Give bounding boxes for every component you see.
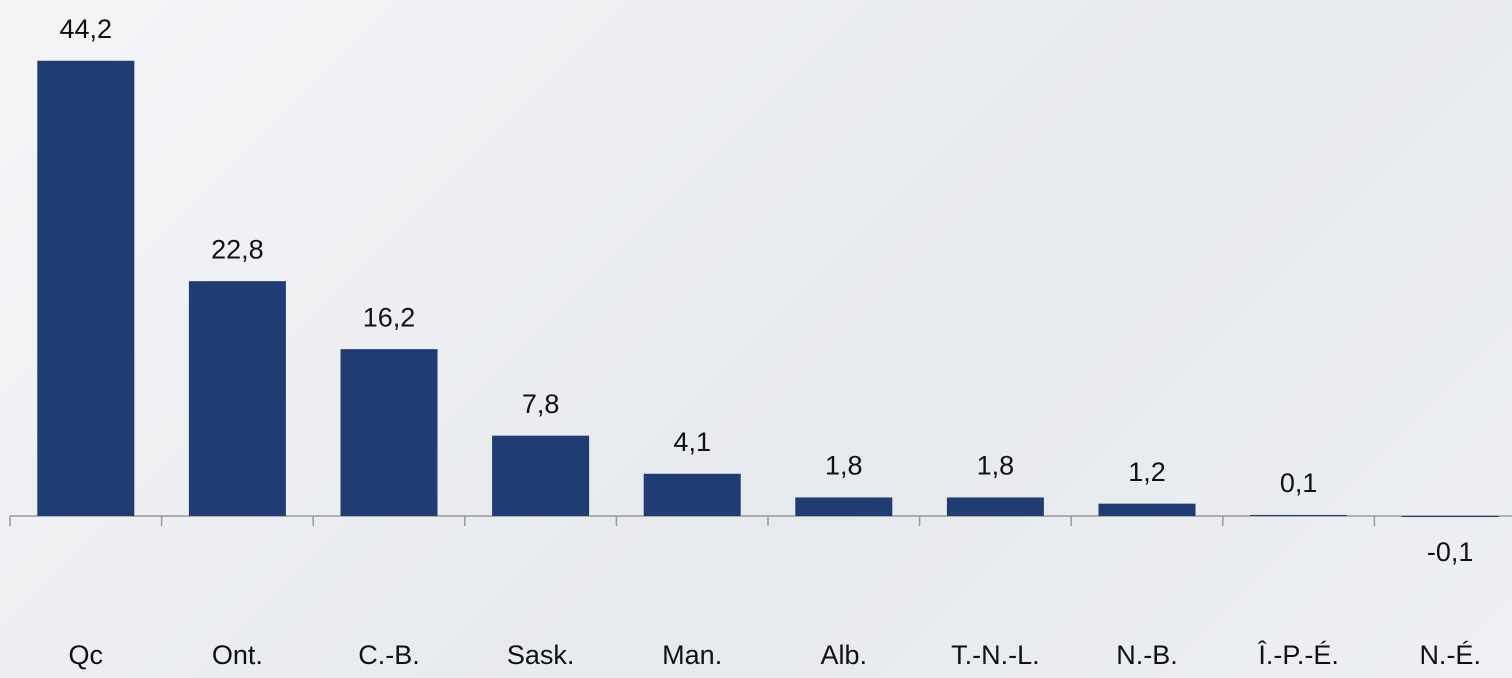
x-tick-label: T.-N.-L. [951, 640, 1040, 670]
data-label: 1,8 [825, 451, 863, 481]
bar [795, 497, 893, 516]
bar [188, 281, 286, 516]
bar [1401, 516, 1499, 518]
data-label: 7,8 [522, 389, 560, 419]
data-label: -0,1 [1427, 537, 1474, 567]
bar [1250, 514, 1348, 516]
x-tick-label: Î.-P.-É. [1257, 639, 1339, 670]
x-tick-label: Ont. [212, 640, 263, 670]
x-tick-label: N.-É. [1419, 640, 1481, 670]
x-tick-label: Alb. [821, 640, 868, 670]
x-tick-label: N.-B. [1116, 640, 1178, 670]
x-tick-label: Sask. [507, 640, 575, 670]
bar [492, 435, 590, 516]
x-tick-label: Qc [69, 640, 104, 670]
bar [946, 497, 1044, 516]
bar [1098, 503, 1196, 516]
bar [37, 60, 135, 517]
bar [340, 349, 438, 516]
data-label: 4,1 [673, 427, 711, 457]
data-label: 1,2 [1128, 457, 1166, 487]
data-label: 22,8 [211, 234, 264, 264]
bar [643, 473, 741, 516]
x-tick-label: Man. [662, 640, 722, 670]
data-label: 0,1 [1280, 468, 1318, 498]
data-label: 1,8 [977, 451, 1015, 481]
x-tick-label: C.-B. [358, 640, 420, 670]
data-label: 44,2 [60, 14, 113, 44]
data-label: 16,2 [363, 302, 416, 332]
